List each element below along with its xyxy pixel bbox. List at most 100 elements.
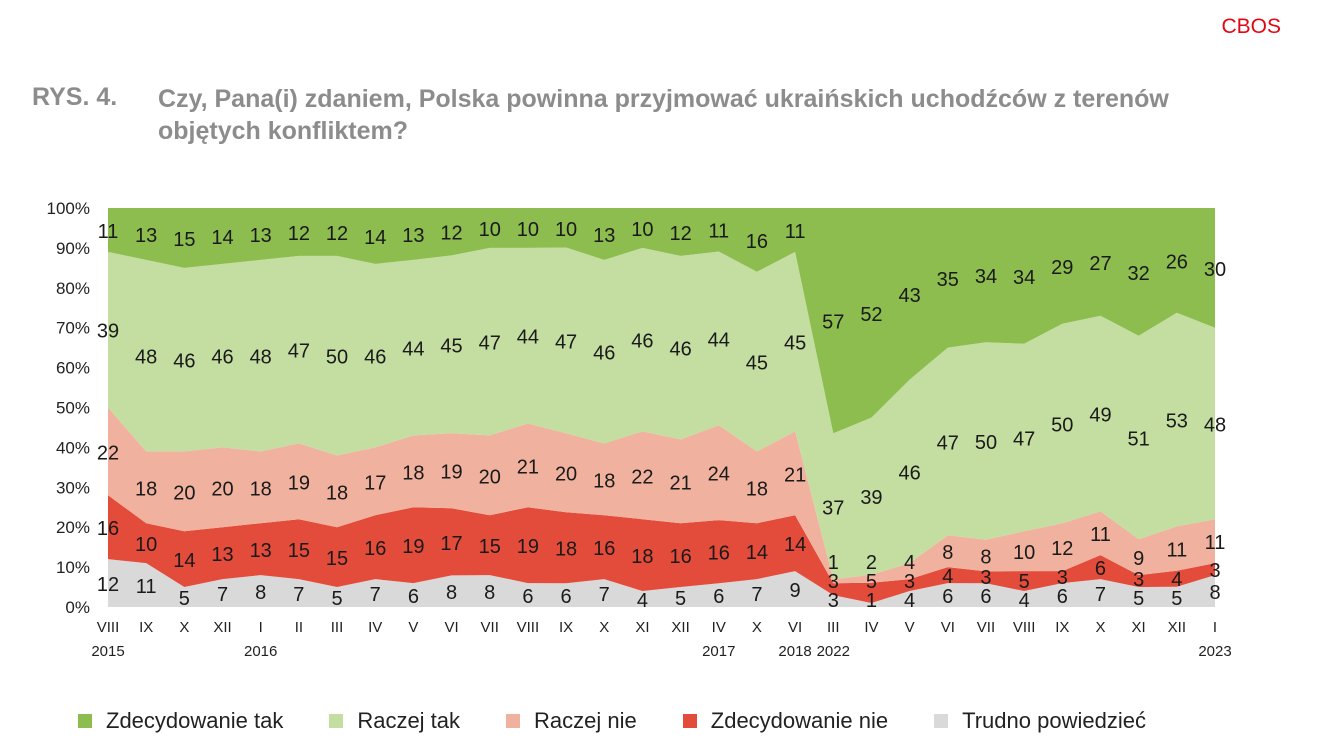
legend-swatch xyxy=(934,714,949,728)
x-tick-label: VI xyxy=(444,619,458,636)
x-tick-label: III xyxy=(331,619,344,636)
data-label: 26 xyxy=(1166,251,1188,273)
data-label: 1 xyxy=(866,590,877,612)
data-label: 12 xyxy=(288,223,310,245)
x-tick-label: VII xyxy=(977,619,995,636)
data-label: 21 xyxy=(669,472,691,494)
data-label: 47 xyxy=(479,333,501,355)
legend-label: Raczej nie xyxy=(534,708,637,733)
area-trudno-powiedzieć xyxy=(108,559,1215,607)
data-label: 12 xyxy=(97,574,119,596)
data-label: 16 xyxy=(97,518,119,540)
data-label: 14 xyxy=(746,542,768,564)
x-tick-label: X xyxy=(752,619,762,636)
data-label: 49 xyxy=(1089,404,1111,426)
data-label: 15 xyxy=(173,229,195,251)
x-tick-label: XI xyxy=(1132,619,1146,636)
data-label: 4 xyxy=(904,552,915,574)
legend-item-zdecydowanie-nie: Zdecydowanie nie xyxy=(682,708,889,734)
figure-number: RYS. 4. xyxy=(32,83,118,111)
data-label: 15 xyxy=(326,548,348,570)
x-tick-label: IV xyxy=(864,619,878,636)
data-label: 22 xyxy=(631,466,653,488)
data-label: 47 xyxy=(937,432,959,454)
data-label: 34 xyxy=(975,266,997,288)
x-year-label: 2017 xyxy=(702,643,735,660)
data-label: 5 xyxy=(1171,588,1182,610)
x-tick-label: XII xyxy=(1168,619,1186,636)
legend-label: Zdecydowanie tak xyxy=(106,708,284,733)
data-label: 11 xyxy=(785,221,806,243)
data-label: 45 xyxy=(784,333,806,355)
y-tick-label: 40% xyxy=(56,438,90,457)
data-label: 9 xyxy=(790,580,801,602)
data-label: 12 xyxy=(440,223,462,245)
data-label: 6 xyxy=(408,586,419,608)
data-label: 5 xyxy=(331,588,342,610)
data-label: 3 xyxy=(904,571,915,593)
y-tick-label: 0% xyxy=(65,598,90,617)
data-label: 16 xyxy=(746,231,768,253)
data-label: 48 xyxy=(250,347,272,369)
data-label: 11 xyxy=(136,576,157,598)
brand-logo-text: CBOS xyxy=(1221,15,1281,38)
data-label: 13 xyxy=(250,225,272,247)
data-label: 18 xyxy=(555,539,577,561)
data-label: 5 xyxy=(1133,588,1144,610)
data-label: 20 xyxy=(211,478,233,500)
legend-label: Zdecydowanie nie xyxy=(710,708,889,733)
data-label: 5 xyxy=(866,571,877,593)
area-raczej-nie xyxy=(108,407,1215,584)
legend-item-raczej-tak: Raczej tak xyxy=(329,708,460,734)
data-label: 5 xyxy=(675,588,686,610)
data-label: 18 xyxy=(593,470,615,492)
data-label: 46 xyxy=(593,343,615,365)
data-label: 8 xyxy=(484,582,495,604)
data-label: 39 xyxy=(860,487,882,509)
x-tick-label: IX xyxy=(1055,619,1069,636)
data-label: 24 xyxy=(708,464,730,486)
data-label: 15 xyxy=(479,536,501,558)
chart-legend: Zdecydowanie tak Raczej tak Raczej nie Z… xyxy=(78,708,1192,734)
data-label: 11 xyxy=(708,221,729,243)
data-label: 6 xyxy=(942,586,953,608)
data-label: 12 xyxy=(326,223,348,245)
legend-item-trudno-powiedziec: Trudno powiedzieć xyxy=(934,708,1146,734)
data-label: 3 xyxy=(980,567,991,589)
data-label: 19 xyxy=(517,536,539,558)
y-tick-label: 50% xyxy=(56,399,90,418)
data-label: 9 xyxy=(1133,548,1144,570)
x-tick-label: IX xyxy=(559,619,573,636)
data-label: 10 xyxy=(1013,542,1035,564)
y-tick-label: 70% xyxy=(56,319,90,338)
x-year-label: 2016 xyxy=(244,643,277,660)
x-tick-label: VII xyxy=(481,619,499,636)
data-label: 37 xyxy=(822,497,844,519)
data-label: 48 xyxy=(135,347,157,369)
legend-label: Raczej tak xyxy=(357,708,461,733)
data-label: 7 xyxy=(293,584,304,606)
data-label: 4 xyxy=(1019,590,1030,612)
x-tick-label: I xyxy=(1213,619,1217,636)
data-label: 3 xyxy=(1133,569,1144,591)
data-label: 47 xyxy=(1013,428,1035,450)
data-label: 7 xyxy=(370,584,381,606)
x-year-label: 2018 xyxy=(778,643,811,660)
data-label: 46 xyxy=(898,462,920,484)
data-label: 21 xyxy=(784,464,806,486)
data-label: 16 xyxy=(593,538,615,560)
data-label: 14 xyxy=(211,227,233,249)
data-label: 7 xyxy=(1095,584,1106,606)
x-year-label: 2015 xyxy=(91,643,124,660)
data-label: 6 xyxy=(713,586,724,608)
x-tick-label: IV xyxy=(712,619,726,636)
data-label: 50 xyxy=(326,347,348,369)
data-label: 12 xyxy=(669,223,691,245)
legend-swatch xyxy=(78,714,92,728)
data-label: 13 xyxy=(402,225,424,247)
data-label: 8 xyxy=(255,582,266,604)
data-label: 32 xyxy=(1128,263,1150,285)
legend-swatch xyxy=(682,714,697,728)
y-tick-label: 20% xyxy=(56,518,90,537)
data-label: 4 xyxy=(1171,569,1182,591)
